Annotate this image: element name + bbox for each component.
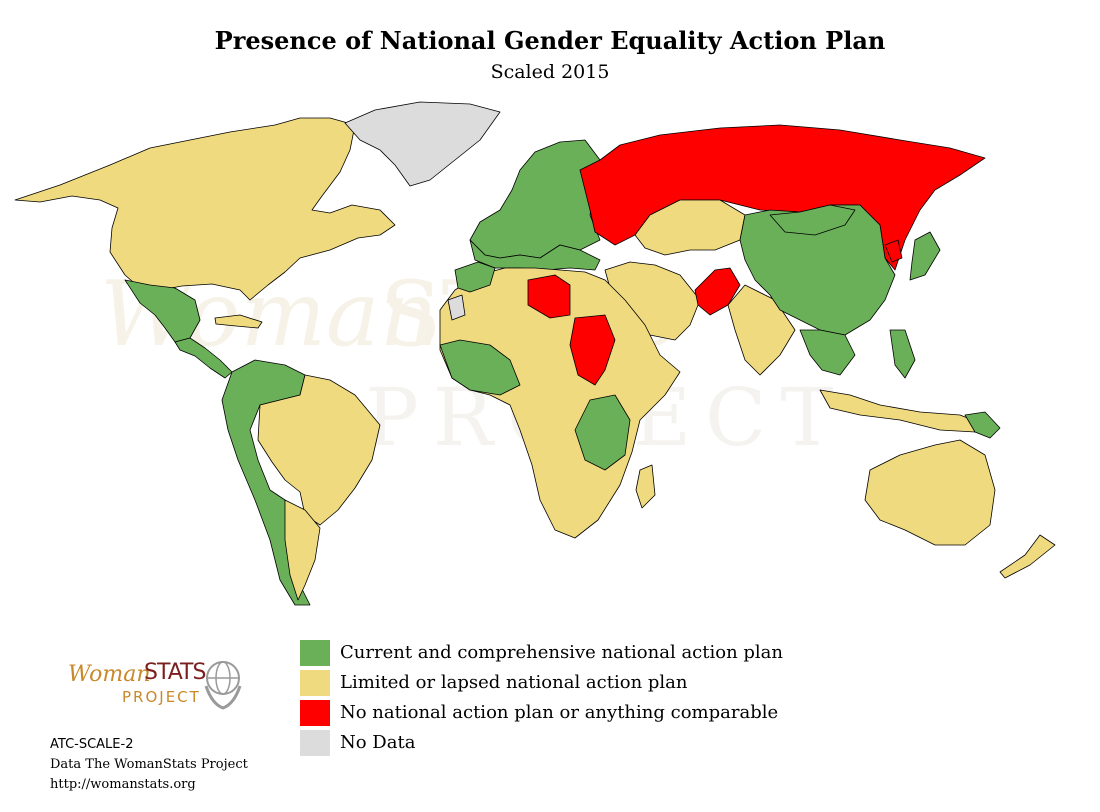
footer-code: ATC-SCALE-2 bbox=[50, 737, 134, 752]
region-east-africa bbox=[574, 394, 631, 471]
region-north-africa-west bbox=[454, 261, 496, 293]
legend-label-current: Current and comprehensive national actio… bbox=[340, 642, 783, 663]
footer-url[interactable]: http://womanstats.org bbox=[50, 777, 196, 792]
map-subtitle: Scaled 2015 bbox=[490, 61, 610, 83]
womanstats-logo: Woman STATS PROJECT bbox=[60, 650, 260, 720]
globe-hands-icon bbox=[204, 661, 242, 710]
region-japan bbox=[909, 231, 941, 281]
region-mongolia bbox=[769, 204, 856, 236]
legend-label-limited: Limited or lapsed national action plan bbox=[340, 672, 688, 693]
region-libya bbox=[527, 274, 571, 319]
legend-swatch-limited bbox=[300, 670, 330, 696]
region-png bbox=[964, 411, 1001, 439]
region-philippines bbox=[889, 329, 916, 379]
region-new-zealand bbox=[999, 534, 1056, 579]
region-west-africa bbox=[439, 339, 521, 396]
legend-label-none: No national action plan or anything comp… bbox=[340, 702, 779, 723]
region-madagascar bbox=[635, 464, 656, 509]
region-caribbean bbox=[214, 314, 263, 329]
legend-swatch-current bbox=[300, 640, 330, 666]
region-greenland bbox=[344, 101, 501, 187]
region-se-asia bbox=[799, 329, 856, 376]
world-map: Woman STATS PROJECT bbox=[14, 101, 1056, 606]
region-argentina bbox=[284, 499, 321, 601]
legend-swatch-nodata bbox=[300, 730, 330, 756]
region-korea-north bbox=[884, 239, 903, 263]
region-western-sahara bbox=[447, 294, 466, 321]
region-pakistan bbox=[694, 267, 741, 316]
region-brazil bbox=[257, 374, 381, 526]
logo-stats-text: STATS bbox=[144, 660, 206, 685]
region-sudan bbox=[569, 314, 616, 386]
region-central-america bbox=[174, 337, 233, 379]
legend-swatch-none bbox=[300, 700, 330, 726]
region-russia bbox=[579, 124, 986, 271]
region-africa bbox=[439, 267, 681, 539]
region-europe bbox=[469, 139, 601, 259]
region-europe-south bbox=[469, 239, 601, 271]
logo-project-text: PROJECT bbox=[122, 688, 201, 706]
map-title: Presence of National Gender Equality Act… bbox=[214, 26, 886, 55]
footer-source: Data The WomanStats Project bbox=[50, 757, 248, 772]
logo-woman-text: Woman bbox=[68, 662, 151, 687]
region-australia bbox=[864, 439, 996, 546]
legend-label-nodata: No Data bbox=[340, 732, 416, 753]
region-north-america bbox=[14, 117, 396, 301]
